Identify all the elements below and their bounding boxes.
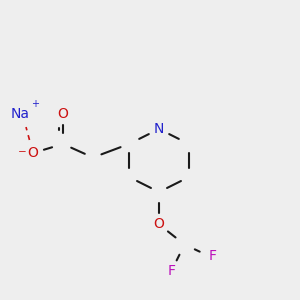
Text: O: O [28,146,38,160]
Text: F: F [168,264,176,278]
Text: Na: Na [11,107,30,121]
Text: −: − [18,147,27,157]
Text: +: + [31,99,39,109]
Text: O: O [154,218,164,231]
Text: N: N [154,122,164,136]
Text: F: F [209,250,217,263]
Text: O: O [58,107,68,121]
